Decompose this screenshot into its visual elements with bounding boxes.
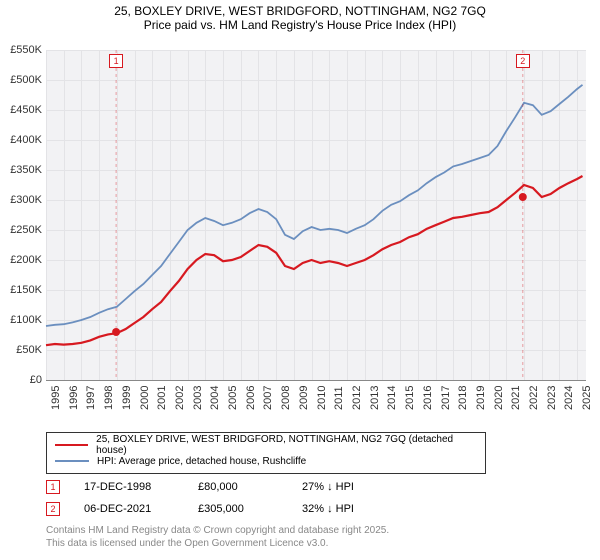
x-axis-tick-label: 2000: [139, 386, 151, 410]
sale-date: 17-DEC-1998: [84, 481, 174, 493]
sale-delta: 27% ↓ HPI: [302, 481, 354, 493]
x-axis-tick-label: 2022: [528, 386, 540, 410]
chart-title-line2: Price paid vs. HM Land Registry's House …: [0, 18, 600, 32]
sale-marker-icon: 1: [46, 480, 60, 494]
series-hpi: [46, 85, 583, 326]
legend-label: HPI: Average price, detached house, Rush…: [97, 456, 306, 467]
x-axis-tick-label: 2019: [475, 386, 487, 410]
x-axis-tick-label: 2007: [262, 386, 274, 410]
y-axis-tick-label: £400K: [10, 134, 42, 146]
sale-date: 06-DEC-2021: [84, 503, 174, 515]
sale-row: 1 17-DEC-1998 £80,000 27% ↓ HPI: [46, 476, 354, 498]
x-axis-tick-label: 2006: [245, 386, 257, 410]
x-axis-tick-label: 2011: [333, 386, 345, 410]
x-axis-tick-label: 1995: [50, 386, 62, 410]
x-axis-tick-label: 2021: [510, 386, 522, 410]
y-axis-tick-label: £300K: [10, 194, 42, 206]
x-axis-tick-label: 2008: [280, 386, 292, 410]
sale-price: £80,000: [198, 481, 278, 493]
x-axis-tick-label: 2004: [209, 386, 221, 410]
x-axis-tick-label: 1996: [68, 386, 80, 410]
x-axis-tick-label: 2012: [351, 386, 363, 410]
x-axis-tick-label: 2013: [369, 386, 381, 410]
x-axis-tick-label: 2018: [457, 386, 469, 410]
chart: £0 £50K £100K £150K £200K £250K £300K £350K £400…: [0, 40, 600, 420]
x-axis-tick-label: 2016: [422, 386, 434, 410]
y-axis-tick-label: £0: [30, 374, 42, 386]
y-axis-tick-label: £250K: [10, 224, 42, 236]
legend-item: 25, BOXLEY DRIVE, WEST BRIDGFORD, NOTTIN…: [55, 437, 477, 453]
x-axis-tick-label: 2024: [563, 386, 575, 410]
y-axis-tick-label: £500K: [10, 74, 42, 86]
series-price_paid: [46, 176, 583, 345]
x-axis-tick-label: 2005: [227, 386, 239, 410]
x-axis-tick-label: 2009: [298, 386, 310, 410]
sale-point: [519, 193, 527, 201]
x-axis-tick-label: 2014: [386, 386, 398, 410]
y-axis-tick-label: £50K: [16, 344, 42, 356]
sale-price: £305,000: [198, 503, 278, 515]
x-axis-tick-label: 2003: [192, 386, 204, 410]
sales-table: 1 17-DEC-1998 £80,000 27% ↓ HPI 2 06-DEC…: [46, 476, 354, 520]
footer-line: This data is licensed under the Open Gov…: [46, 537, 389, 550]
chart-lines: [46, 50, 586, 380]
x-axis-tick-label: 2025: [581, 386, 593, 410]
y-axis-tick-label: £200K: [10, 254, 42, 266]
x-axis-tick-label: 1997: [85, 386, 97, 410]
sale-row: 2 06-DEC-2021 £305,000 32% ↓ HPI: [46, 498, 354, 520]
legend-swatch: [55, 460, 89, 462]
y-axis-tick-label: £350K: [10, 164, 42, 176]
y-axis-tick-label: £150K: [10, 284, 42, 296]
x-axis-tick-label: 2015: [404, 386, 416, 410]
sale-marker-box: 2: [516, 54, 530, 68]
x-axis-tick-label: 2001: [156, 386, 168, 410]
sale-marker-box: 1: [109, 54, 123, 68]
footer: Contains HM Land Registry data © Crown c…: [46, 524, 389, 550]
x-axis-tick-label: 1998: [103, 386, 115, 410]
legend-swatch: [55, 444, 88, 446]
legend: 25, BOXLEY DRIVE, WEST BRIDGFORD, NOTTIN…: [46, 432, 486, 474]
y-axis-tick-label: £100K: [10, 314, 42, 326]
y-axis-tick-label: £450K: [10, 104, 42, 116]
x-axis-tick-label: 2002: [174, 386, 186, 410]
x-axis-tick-label: 2020: [493, 386, 505, 410]
chart-title-line1: 25, BOXLEY DRIVE, WEST BRIDGFORD, NOTTIN…: [0, 0, 600, 18]
gridline: [46, 380, 586, 381]
x-axis-tick-label: 2010: [316, 386, 328, 410]
sale-delta: 32% ↓ HPI: [302, 503, 354, 515]
footer-line: Contains HM Land Registry data © Crown c…: [46, 524, 389, 537]
sale-point: [112, 328, 120, 336]
sale-marker-icon: 2: [46, 502, 60, 516]
legend-label: 25, BOXLEY DRIVE, WEST BRIDGFORD, NOTTIN…: [96, 434, 477, 456]
x-axis-tick-label: 2017: [440, 386, 452, 410]
y-axis-tick-label: £550K: [10, 44, 42, 56]
x-axis-tick-label: 2023: [546, 386, 558, 410]
x-axis-tick-label: 1999: [121, 386, 133, 410]
